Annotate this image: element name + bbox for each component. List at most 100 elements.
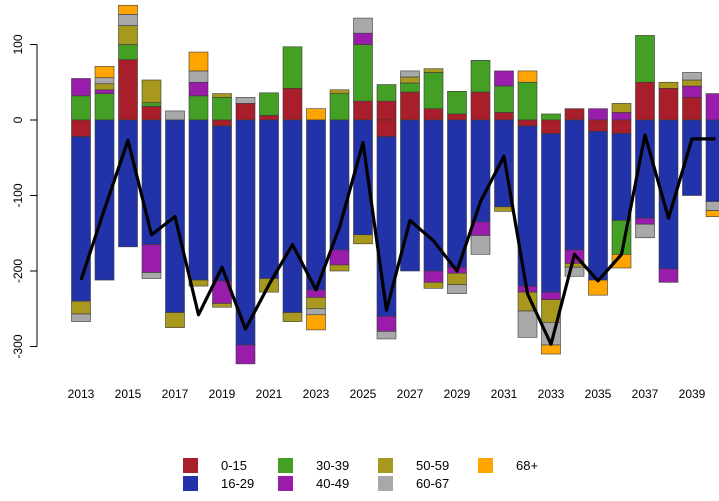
x-tick-label: 2019 [209, 387, 236, 401]
bar-segment-30-39-2013 [71, 95, 91, 121]
bar-segment-50-59-2029 [447, 272, 467, 285]
bar-segment-68plus-2015 [118, 4, 138, 15]
bar-segment-16-29-2025 [353, 119, 373, 236]
bar-segment-0-15-2021 [259, 115, 279, 121]
bar-segment-68plus-2032 [517, 70, 538, 83]
x-tick-label: 2029 [444, 387, 471, 401]
bar-segment-50-59-2038 [658, 81, 679, 89]
bar-segment-16-29-2040 [705, 119, 719, 202]
bar-segment-68plus-2018 [188, 51, 209, 72]
x-tick-label: 2013 [68, 387, 95, 401]
bar-segment-50-59-2014 [94, 83, 115, 91]
bar-segment-40-49-2018 [188, 81, 209, 97]
x-tick-label: 2039 [679, 387, 706, 401]
x-tick-label: 2035 [585, 387, 612, 401]
bar-segment-60-67-2025 [353, 17, 373, 34]
bar-segment-60-67-2030 [470, 235, 491, 255]
bar-segment-40-49-2037 [635, 217, 655, 225]
bar-segment-50-59-2015 [118, 25, 138, 45]
bar-segment-16-29-2030 [470, 119, 491, 223]
bar-segment-60-67-2039 [682, 72, 702, 81]
bar-segment-16-29-2019 [212, 125, 232, 282]
bar-segment-0-15-2036 [611, 119, 632, 134]
legend-label-60-67: 60-67 [416, 476, 449, 491]
bar-segment-0-15-2022 [282, 87, 303, 121]
bar-segment-68plus-2014 [94, 66, 115, 79]
legend-swatch-40-49 [278, 476, 293, 491]
legend-swatch-30-39 [278, 458, 293, 473]
bar-segment-16-29-2016 [141, 119, 162, 245]
bar-segment-50-59-2023 [306, 297, 326, 310]
bar-segment-30-39-2025 [353, 44, 373, 102]
bars-group [71, 4, 719, 365]
legend-label-16-29: 16-29 [221, 476, 254, 491]
bar-segment-50-59-2027 [400, 76, 420, 84]
bar-segment-30-39-2021 [259, 92, 279, 116]
bar-segment-30-39-2018 [188, 95, 209, 121]
bar-segment-30-39-2029 [447, 91, 467, 115]
legend: 0-15 30-39 50-59 68+ 16-29 40-49 60-67 [183, 458, 538, 491]
bar-segment-30-39-2014 [94, 93, 115, 121]
bar-segment-40-49-2035 [588, 108, 608, 121]
bar-segment-30-39-2016 [141, 102, 162, 107]
bar-segment-68plus-2033 [541, 344, 561, 355]
bar-segment-50-59-2022 [282, 312, 303, 322]
bar-segment-30-39-2032 [517, 81, 538, 121]
bar-segment-40-49-2026 [376, 315, 397, 332]
bar-segment-50-59-2024 [329, 264, 350, 272]
bar-segment-16-29-2029 [447, 119, 467, 268]
bar-segment-30-39-2019 [212, 97, 232, 121]
bar-segment-40-49-2013 [71, 78, 91, 97]
bar-segment-30-39-2015 [118, 44, 138, 60]
bar-segment-60-67-2014 [94, 77, 115, 85]
bar-segment-30-39-2022 [282, 46, 303, 89]
bar-segment-30-39-2030 [470, 60, 491, 93]
bar-segment-0-15-2027 [400, 91, 420, 121]
x-tick-label: 2037 [632, 387, 659, 401]
bar-segment-16-29-2021 [259, 119, 279, 279]
bar-segment-40-49-2039 [682, 85, 702, 98]
bar-segment-16-29-2023 [306, 119, 326, 291]
bar-segment-50-59-2028 [423, 68, 444, 73]
bar-segment-50-59-2018 [188, 279, 209, 287]
bar-segment-30-39-2033 [541, 113, 561, 121]
bar-segment-60-67-2023 [306, 308, 326, 316]
bar-segment-30-39-2037 [635, 35, 655, 83]
bar-segment-30-39-2027 [400, 82, 420, 93]
bar-segment-60-67-2040 [705, 201, 719, 211]
bar-segment-60-67-2032 [517, 310, 538, 338]
x-tick-label: 2015 [115, 387, 142, 401]
x-tick-label: 2033 [538, 387, 565, 401]
bar-segment-16-29-2018 [188, 119, 209, 281]
bar-segment-60-67-2018 [188, 70, 209, 83]
bar-segment-40-49-2031 [494, 70, 514, 87]
legend-label-0-15: 0-15 [221, 458, 247, 473]
bar-segment-0-15-2025 [353, 100, 373, 121]
x-tick-label: 2021 [256, 387, 283, 401]
bar-segment-40-49-2036 [611, 112, 632, 121]
x-tick-label: 2027 [397, 387, 424, 401]
bar-segment-50-59-2036 [611, 103, 632, 113]
legend-swatch-50-59 [378, 458, 393, 473]
bar-segment-0-15-2039 [682, 97, 702, 121]
bar-segment-68plus-2040 [705, 210, 719, 217]
x-tick-label: 2025 [350, 387, 377, 401]
bar-segment-0-15-2037 [635, 81, 655, 121]
x-tick-label: 2031 [491, 387, 518, 401]
bar-segment-0-15-2033 [541, 119, 561, 134]
bar-segment-30-39-2024 [329, 93, 350, 121]
x-tick-label: 2017 [162, 387, 189, 401]
legend-label-30-39: 30-39 [316, 458, 349, 473]
bar-segment-50-59-2019 [212, 93, 232, 98]
bar-segment-0-15-2015 [118, 59, 138, 121]
bar-segment-60-67-2027 [400, 70, 420, 78]
bar-segment-50-59-2019 [212, 303, 232, 308]
bar-segment-60-67-2015 [118, 14, 138, 26]
net-line [79, 133, 716, 346]
bar-segment-60-67-2037 [635, 223, 655, 239]
legend-swatch-68plus [478, 458, 493, 473]
bar-segment-0-15-2030 [470, 91, 491, 121]
bar-segment-40-49-2038 [658, 268, 679, 283]
